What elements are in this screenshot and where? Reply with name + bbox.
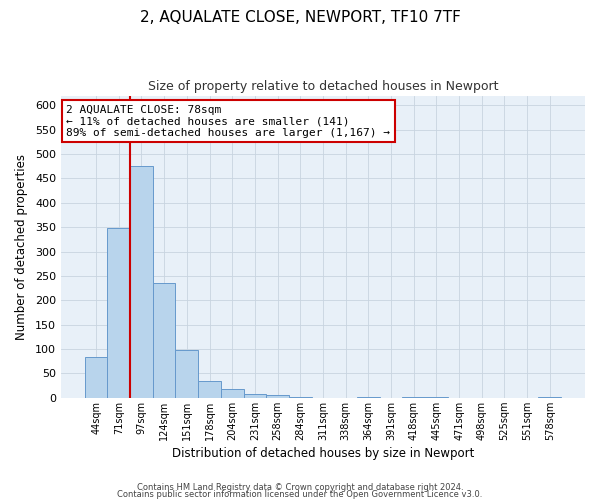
Bar — [107, 228, 130, 398]
Bar — [266, 396, 289, 398]
Text: Contains public sector information licensed under the Open Government Licence v3: Contains public sector information licen… — [118, 490, 482, 499]
X-axis label: Distribution of detached houses by size in Newport: Distribution of detached houses by size … — [172, 447, 474, 460]
Bar — [198, 380, 221, 398]
Bar — [153, 282, 175, 398]
Bar — [221, 389, 244, 398]
Text: 2 AQUALATE CLOSE: 78sqm
← 11% of detached houses are smaller (141)
89% of semi-d: 2 AQUALATE CLOSE: 78sqm ← 11% of detache… — [66, 104, 390, 138]
Y-axis label: Number of detached properties: Number of detached properties — [15, 154, 28, 340]
Bar — [85, 358, 107, 398]
Text: Contains HM Land Registry data © Crown copyright and database right 2024.: Contains HM Land Registry data © Crown c… — [137, 484, 463, 492]
Bar — [357, 397, 380, 398]
Text: 2, AQUALATE CLOSE, NEWPORT, TF10 7TF: 2, AQUALATE CLOSE, NEWPORT, TF10 7TF — [140, 10, 460, 25]
Bar — [244, 394, 266, 398]
Title: Size of property relative to detached houses in Newport: Size of property relative to detached ho… — [148, 80, 498, 93]
Bar — [130, 166, 153, 398]
Bar — [175, 350, 198, 398]
